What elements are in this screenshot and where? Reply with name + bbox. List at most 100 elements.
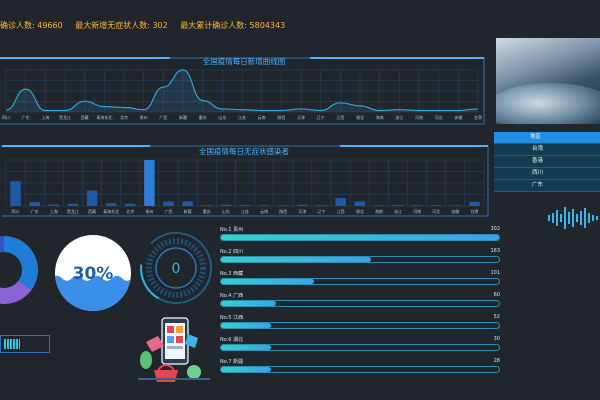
x-tick-label: 浙江 — [395, 114, 403, 120]
x-tick-label: 河北 — [435, 114, 443, 120]
region-row[interactable]: 广东 — [494, 180, 600, 192]
chart-frame — [0, 57, 485, 125]
bar — [67, 203, 79, 206]
rank-fill — [221, 345, 272, 350]
rank-value: 28 — [493, 358, 500, 364]
pie-slice — [4, 236, 39, 290]
bar — [430, 205, 442, 206]
ocean-photo — [496, 38, 600, 124]
x-tick-label: 安徽 — [454, 114, 462, 120]
bar — [354, 201, 365, 206]
rank-value: 101 — [490, 270, 500, 276]
x-tick-label: 河北 — [432, 208, 440, 214]
rank-fill — [221, 323, 272, 328]
bar — [144, 160, 155, 206]
x-tick-label: 江苏 — [241, 208, 249, 214]
x-tick-label: 浙江 — [394, 208, 402, 214]
counter-label: 0 — [172, 261, 181, 277]
series-line — [5, 69, 479, 112]
rank-track — [220, 278, 500, 285]
rank-track — [220, 322, 500, 329]
x-tick-label: 四川 — [12, 209, 20, 214]
region-row[interactable]: 台湾 — [494, 144, 600, 156]
gauge-inner-ring — [155, 247, 197, 289]
rank-value: 302 — [490, 226, 500, 232]
percent-label: 30% — [73, 264, 114, 284]
x-tick-label: 辽宁 — [317, 208, 325, 214]
bar — [29, 202, 40, 206]
x-tick-label: 海南 — [375, 208, 383, 214]
chart-grid — [5, 159, 485, 207]
rank-label: No.1 贵州 — [220, 227, 244, 233]
x-tick-label: 广西 — [165, 208, 173, 214]
x-tick-label: 青海东北 — [96, 114, 112, 120]
x-tick-label: 上海 — [41, 114, 49, 120]
x-tick-label: 重庆 — [203, 208, 211, 214]
rank-value: 60 — [493, 292, 500, 298]
rank-track — [220, 344, 500, 351]
bar — [220, 204, 232, 206]
bar — [105, 203, 117, 206]
x-tick-label: 黑龙江 — [67, 208, 79, 214]
rank-track — [220, 256, 500, 263]
rank-fill — [221, 301, 277, 306]
bar — [450, 205, 461, 206]
rank-label: No.6 湖北 — [220, 337, 244, 343]
region-row[interactable]: 香港 — [494, 156, 600, 168]
x-tick-label: 贵州 — [140, 114, 148, 120]
gauge-outer-accent — [140, 232, 212, 304]
bar — [373, 205, 385, 206]
donut-chart — [0, 236, 39, 304]
bar — [10, 181, 21, 206]
progress-box — [0, 335, 50, 353]
daily-new-curve-chart: 全国疫情每日新增曲线图 四川 广东 上海 黑龙江 西藏 青海东北 北京 贵州 广西 新疆 重庆 山东 江… — [0, 56, 485, 125]
rank-fill — [221, 279, 314, 284]
x-tick-labels: 四川 广东 上海 黑龙江 西藏 青海东北 北京 贵州 广西 新疆 重庆 山东 江苏 云南 陕西 天津 辽宁 江西 湖… — [2, 114, 482, 120]
rank-value: 163 — [490, 248, 500, 254]
wave-sound-icon — [548, 207, 598, 229]
shopping-phone-illustration — [138, 317, 210, 382]
chart-frame — [2, 145, 489, 217]
x-tick-label: 西藏 — [81, 114, 89, 120]
x-tick-label: 天津 — [298, 208, 306, 214]
x-tick-label: 海南 — [376, 114, 384, 120]
x-tick-label: 江苏 — [238, 114, 246, 120]
region-table: 地区 台湾 香港 西川 广东 — [494, 132, 600, 192]
x-tick-label: 新疆 — [179, 114, 187, 120]
rank-item: No.1 贵州 302 — [220, 226, 500, 246]
region-row[interactable]: 西川 — [494, 168, 600, 180]
bar — [297, 204, 308, 206]
x-tick-label: 北京 — [126, 208, 134, 214]
x-tick-label: 黑龙江 — [59, 114, 71, 120]
rank-label: No.5 江西 — [220, 315, 244, 321]
ranking-list: No.1 贵州 302 No.2 四川 163 No.3 西藏 101 No.4… — [220, 226, 500, 386]
x-tick-label: 上海 — [50, 208, 58, 214]
asymptomatic-bar-chart: 全国疫情每日无症状感染者 四川 广东 上海 黑龙江 西藏 青海东北 北京 贵州 广西 新疆 重庆 山东… — [2, 145, 489, 217]
rank-label: No.3 西藏 — [220, 271, 244, 277]
bar — [86, 190, 98, 206]
x-tick-label: 湖北 — [356, 114, 364, 120]
x-tick-label: 四川 — [2, 115, 10, 120]
rank-fill — [221, 367, 272, 372]
x-tick-label: 山东 — [218, 114, 226, 120]
percent-liquid-gauge: 30% — [55, 235, 131, 311]
bar — [392, 205, 404, 206]
bar — [182, 201, 193, 206]
rank-item: No.3 西藏 101 — [220, 270, 500, 290]
x-tick-label: 江西 — [336, 114, 344, 120]
x-tick-labels: 四川 广东 上海 黑龙江 西藏 青海东北 北京 贵州 广西 新疆 重庆 山东 江苏 云南 陕西 天津 辽宁 江西 湖… — [12, 208, 479, 214]
rank-track — [220, 234, 500, 241]
x-tick-label: 贵州 — [145, 208, 153, 214]
x-tick-label: 湖北 — [356, 208, 364, 214]
rank-track — [220, 300, 500, 307]
counter-ring-gauge: 0 — [140, 232, 212, 304]
x-tick-label: 江西 — [337, 208, 345, 214]
x-tick-label: 甘肃 — [474, 114, 482, 120]
x-tick-label: 广西 — [159, 114, 167, 120]
x-tick-label: 重庆 — [199, 114, 207, 120]
stats-strip: 确诊人数: 49660 最大新增无症状人数: 302 最大累计确诊人数: 580… — [0, 20, 600, 36]
rank-item: No.2 四川 163 — [220, 248, 500, 268]
stat-max-cumulative: 最大累计确诊人数: 5804343 — [180, 21, 286, 30]
bar — [411, 205, 423, 206]
x-tick-label: 青海东北 — [103, 208, 119, 214]
